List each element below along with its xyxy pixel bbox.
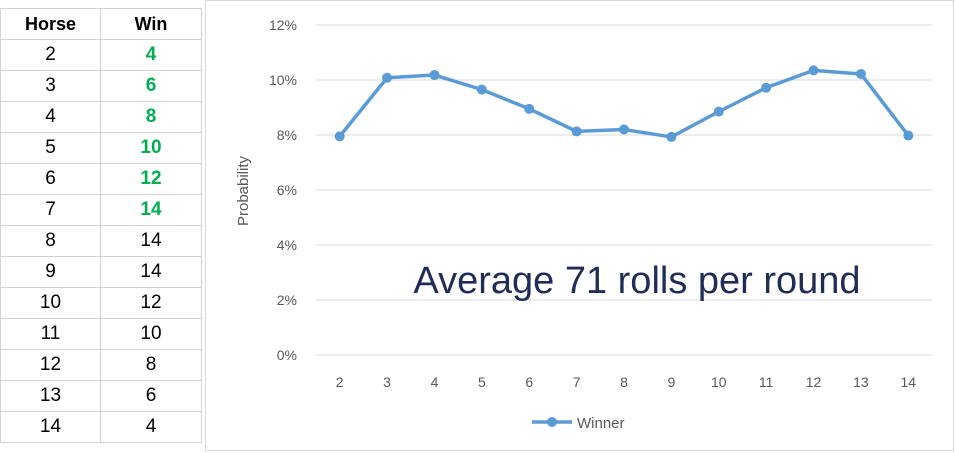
cell-win: 14	[100, 256, 202, 288]
y-tick-label: 10%	[269, 72, 297, 88]
header-win: Win	[100, 8, 202, 40]
x-tick-label: 2	[336, 374, 344, 390]
cell-win: 14	[100, 194, 202, 226]
cell-horse: 8	[0, 225, 101, 257]
table-header-row: Horse Win	[0, 8, 202, 40]
cell-horse: 10	[0, 287, 101, 319]
x-tick-label: 7	[573, 374, 581, 390]
cell-horse: 7	[0, 194, 101, 226]
table-row: 11 10	[0, 318, 202, 350]
x-tick-label: 9	[667, 374, 675, 390]
cell-win: 8	[100, 349, 202, 381]
data-point	[524, 103, 535, 114]
x-tick-labels: 2 3 4 5 6 7 8 9 10 11 12 13 14	[336, 374, 917, 390]
cell-win: 12	[100, 287, 202, 319]
table-row: 6 12	[0, 163, 202, 195]
cell-win: 14	[100, 225, 202, 257]
y-tick-label: 2%	[277, 292, 297, 308]
x-tick-label: 6	[525, 374, 533, 390]
data-point	[571, 126, 582, 137]
data-point	[476, 84, 487, 95]
legend-marker	[547, 417, 557, 427]
data-point	[334, 131, 345, 142]
legend: Winner	[532, 415, 625, 432]
cell-horse: 9	[0, 256, 101, 288]
series-winner	[334, 65, 914, 142]
cell-horse: 6	[0, 163, 101, 195]
x-tick-label: 10	[711, 374, 727, 390]
cell-win: 10	[100, 132, 202, 164]
cell-win: 6	[100, 70, 202, 102]
table-row: 13 6	[0, 380, 202, 412]
x-tick-label: 14	[901, 374, 917, 390]
y-axis-title: Probability	[235, 155, 252, 226]
y-tick-label: 8%	[277, 127, 297, 143]
cell-win: 4	[100, 39, 202, 71]
line-chart: 0% 2% 4% 6% 8% 10% 12% 2 3 4 5 6 7 8 9 10 11 12 13 14 Prob…	[235, 17, 932, 432]
table-row: 12 8	[0, 349, 202, 381]
x-tick-label: 11	[759, 374, 774, 390]
data-point	[761, 82, 772, 93]
x-tick-label: 4	[431, 374, 439, 390]
table-row: 5 10	[0, 132, 202, 164]
chart-area: 0% 2% 4% 6% 8% 10% 12% 2 3 4 5 6 7 8 9 10 11 12 13 14 Prob…	[205, 0, 954, 451]
data-point	[666, 131, 677, 142]
table-row: 9 14	[0, 256, 202, 288]
cell-horse: 14	[0, 411, 101, 443]
table-body: 2 4 3 6 4 8 5 10 6 12 7 14 8 14 9 14 10 12 11 10 12 8 13 6 14 4	[0, 39, 202, 443]
y-tick-label: 4%	[277, 237, 297, 253]
cell-horse: 4	[0, 101, 101, 133]
cell-horse: 2	[0, 39, 101, 71]
table-row: 8 14	[0, 225, 202, 257]
x-tick-label: 3	[383, 374, 391, 390]
horse-win-table: Horse Win 2 4 3 6 4 8 5 10 6 12 7 14 8 14 9 14 10 12 11 10 1…	[0, 8, 202, 443]
data-point	[808, 65, 819, 76]
data-point	[619, 124, 629, 135]
cell-horse: 12	[0, 349, 101, 381]
data-point	[855, 68, 866, 79]
y-tick-labels: 0% 2% 4% 6% 8% 10% 12%	[269, 17, 297, 363]
cell-horse: 3	[0, 70, 101, 102]
gridlines	[316, 24, 932, 356]
x-tick-label: 5	[478, 374, 486, 390]
y-tick-label: 6%	[277, 182, 297, 198]
table-row: 14 4	[0, 411, 202, 443]
cell-horse: 5	[0, 132, 101, 164]
table-row: 10 12	[0, 287, 202, 319]
cell-win: 4	[100, 411, 202, 443]
header-horse: Horse	[0, 8, 101, 40]
y-tick-label: 12%	[269, 17, 297, 33]
data-point	[429, 70, 440, 81]
cell-win: 8	[100, 101, 202, 133]
data-point	[382, 72, 393, 83]
cell-win: 6	[100, 380, 202, 412]
data-point	[903, 130, 914, 141]
cell-horse: 11	[0, 318, 101, 350]
legend-label: Winner	[577, 415, 625, 432]
table-row: 7 14	[0, 194, 202, 226]
cell-win: 10	[100, 318, 202, 350]
x-tick-label: 13	[853, 374, 869, 390]
y-tick-label: 0%	[277, 347, 297, 363]
x-tick-label: 12	[806, 374, 822, 390]
data-point	[713, 106, 724, 117]
cell-horse: 13	[0, 380, 101, 412]
horse-win-table-container: Horse Win 2 4 3 6 4 8 5 10 6 12 7 14 8 14 9 14 10 12 11 10 1…	[0, 8, 202, 443]
x-tick-label: 8	[620, 374, 628, 390]
chart-annotation: Average 71 rolls per round	[413, 260, 860, 302]
cell-win: 12	[100, 163, 202, 195]
